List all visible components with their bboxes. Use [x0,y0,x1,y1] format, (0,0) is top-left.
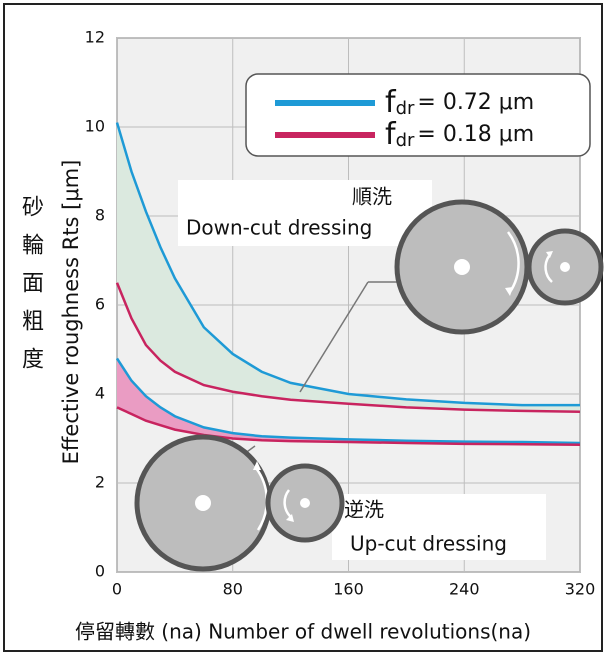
legend-label-sub: dr [396,130,415,151]
annotation-box [332,494,546,560]
y-tick-label: 4 [95,384,105,403]
y-axis-label: Effective roughness Rts [μm] [59,160,83,465]
legend-label-main: f [385,117,397,152]
line [115,282,581,414]
line [115,122,580,407]
x-tick-label: 160 [333,580,364,599]
wheel-diagram [134,434,345,572]
line [115,357,581,445]
x-axis-label: 停留轉數 (na) Number of dwell revolutions(na… [75,620,531,644]
legend-label-main: f [385,85,397,120]
wheel-diagram [394,199,604,335]
x-tick-label: 0 [112,580,122,599]
legend-label: fdr = 0.72 μm [385,85,534,120]
legend-label-rest: = 0.18 μm [417,122,534,147]
x-tick-label: 240 [449,580,480,599]
y-tick-label: 12 [85,28,105,47]
line [116,406,581,446]
y-tick-label: 6 [95,295,105,314]
annotation: 逆洗 [344,498,384,522]
leader-line [299,281,369,393]
annotation-box [178,180,432,246]
annotation: 順洗 [352,185,392,209]
legend-label: fdr = 0.18 μm [385,117,534,152]
y-tick-label: 0 [95,562,105,581]
y-axis-label: 砂輪面粗度 [18,195,44,385]
annotation: Down-cut dressing [186,216,372,240]
x-tick-label: 320 [565,580,596,599]
y-tick-label: 8 [95,206,105,225]
legend-label-rest: = 0.72 μm [417,90,534,115]
y-tick-label: 10 [85,117,105,136]
y-tick-label: 2 [95,473,105,492]
legend-label-sub: dr [396,98,415,119]
x-tick-label: 80 [223,580,243,599]
annotation: Up-cut dressing [350,532,507,556]
